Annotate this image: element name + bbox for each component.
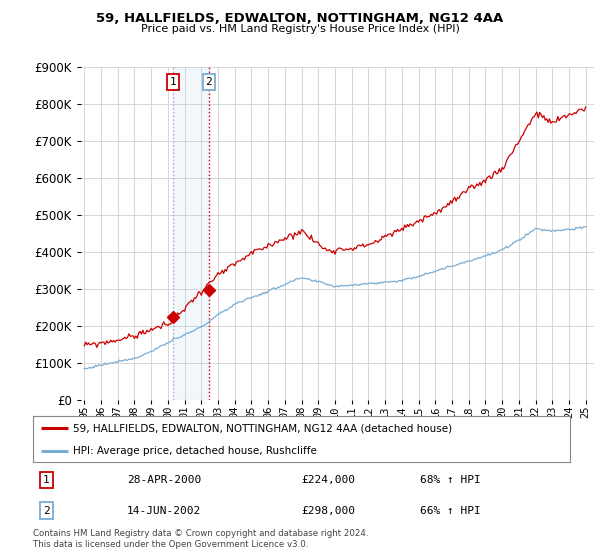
Text: Contains HM Land Registry data © Crown copyright and database right 2024.
This d: Contains HM Land Registry data © Crown c… [33, 529, 368, 549]
Text: £224,000: £224,000 [302, 475, 355, 485]
Text: HPI: Average price, detached house, Rushcliffe: HPI: Average price, detached house, Rush… [73, 446, 317, 455]
Text: 14-JUN-2002: 14-JUN-2002 [127, 506, 201, 516]
Text: 2: 2 [205, 77, 212, 87]
Text: 2: 2 [43, 506, 50, 516]
Text: 66% ↑ HPI: 66% ↑ HPI [419, 506, 481, 516]
Text: 1: 1 [170, 77, 176, 87]
Text: £298,000: £298,000 [302, 506, 355, 516]
Text: 59, HALLFIELDS, EDWALTON, NOTTINGHAM, NG12 4AA: 59, HALLFIELDS, EDWALTON, NOTTINGHAM, NG… [97, 12, 503, 25]
Bar [173, 67, 209, 400]
Text: 1: 1 [43, 475, 50, 485]
Text: 28-APR-2000: 28-APR-2000 [127, 475, 201, 485]
Text: 59, HALLFIELDS, EDWALTON, NOTTINGHAM, NG12 4AA (detached house): 59, HALLFIELDS, EDWALTON, NOTTINGHAM, NG… [73, 423, 452, 433]
Text: Price paid vs. HM Land Registry's House Price Index (HPI): Price paid vs. HM Land Registry's House … [140, 24, 460, 34]
Text: 68% ↑ HPI: 68% ↑ HPI [419, 475, 481, 485]
